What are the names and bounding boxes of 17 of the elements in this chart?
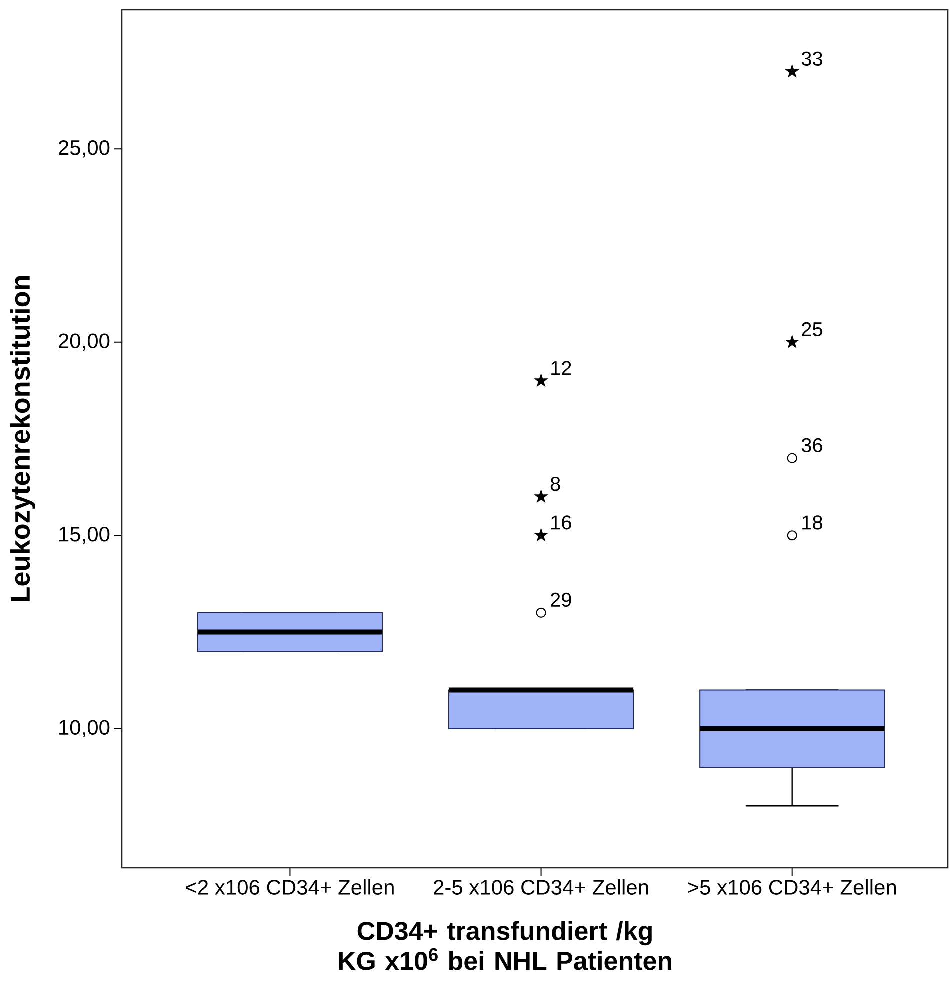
x-tick-label: 2-5 x106 CD34+ Zellen [434,880,648,895]
annotation: 33 [802,52,822,66]
x-tick-label: >5 x106 CD34+ Zellen [688,880,896,895]
x-tick-label: <2 x106 CD34+ Zellen [186,880,394,895]
y-tick-label: 20,00 [58,334,110,352]
annotation: 25 [802,322,822,337]
annotation: 16 [552,516,572,530]
y-tick-label: 10,00 [60,720,110,738]
y-tick-label: 15,00 [60,526,110,544]
annotation: 8 [550,476,560,492]
annotation: 18 [802,516,822,530]
annotation: 29 [551,592,572,608]
y-tick-label: 25,00 [58,140,110,158]
x-axis-title: CD34+ transfundiert /kg KG x10$^{6}$ bei NHL Patienten [339,921,672,970]
y-axis-title: Leukozytenrekonstitution [10,276,36,602]
annotation: 36 [802,438,822,452]
annotation: 12 [552,361,572,376]
